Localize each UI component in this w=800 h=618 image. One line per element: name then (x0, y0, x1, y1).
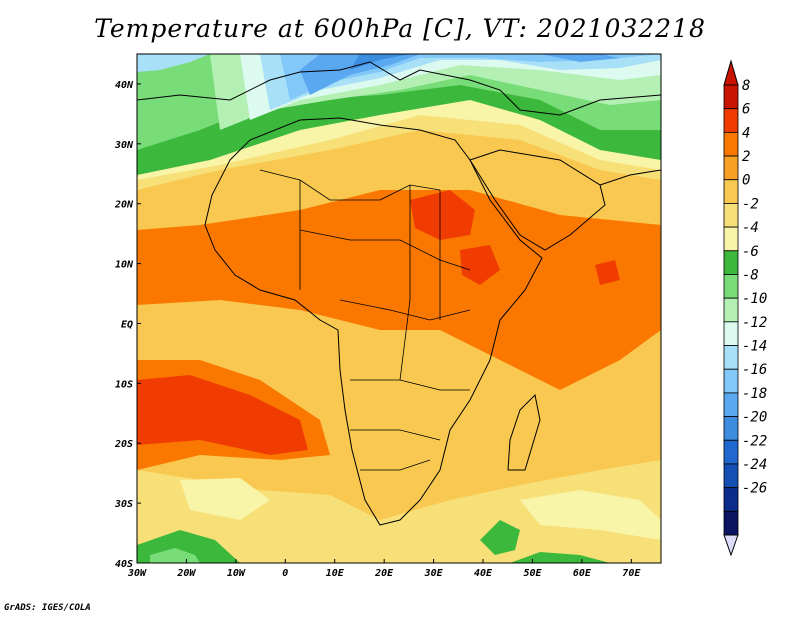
longitude-axis: 30W 20W 10W 0 10E 20E 30E 40E 50E 60E 70E (127, 559, 641, 579)
colorbar-swatch (723, 250, 739, 275)
lon-tick-label: 20E (374, 568, 394, 579)
lon-tick-label: 30E (424, 568, 444, 579)
colorbar-level-label: -10 (742, 291, 767, 307)
colorbar-level-label: -24 (742, 457, 767, 473)
lon-tick-label: 20W (176, 568, 196, 579)
colorbar-swatch (723, 463, 739, 489)
lon-tick-label: 60E (573, 568, 592, 579)
asia-coastline (599, 169, 661, 186)
colorbar-level-label: 2 (742, 149, 750, 165)
colorbar-level-label: -6 (742, 244, 759, 260)
colorbar-swatch (723, 345, 739, 370)
africa-coastline (204, 117, 543, 526)
colorbar-swatch (723, 131, 739, 157)
lat-tick-label: 30S (114, 499, 133, 510)
colorbar-level-label: -8 (742, 267, 759, 283)
colorbar-swatch (723, 84, 739, 110)
colorbar-swatch (723, 416, 739, 441)
lon-tick-label: 50E (523, 568, 542, 579)
lat-tick-label: 10S (115, 379, 133, 390)
colorbar-level-label: -16 (742, 362, 767, 378)
colorbar-level-label: 8 (742, 78, 750, 94)
colorbar-swatch (723, 392, 739, 417)
colorbar-level-label: -12 (742, 315, 767, 331)
lon-tick-label: 10E (326, 568, 345, 579)
colorbar-swatch (723, 321, 739, 346)
colorbar-level-label: -4 (742, 220, 759, 236)
colorbar-swatch (723, 487, 739, 512)
colorbar-level-label: -14 (742, 339, 767, 355)
colorbar-level-label: -2 (742, 196, 759, 212)
colorbar-swatch (723, 368, 739, 394)
colorbar-level-label: 0 (742, 173, 750, 189)
lon-tick-label: 0 (282, 568, 288, 579)
colorbar: 8 6 4 2 0 -2 -4 -6 -8 -10 -12 -14 -16 -18 -20 -22 -24 -26 (723, 59, 767, 557)
colorbar-swatch (723, 297, 739, 323)
map-title: Temperature at 600hPa [C], VT: 202103221… (94, 14, 706, 43)
colorbar-swatch (723, 179, 739, 204)
temperature-field (137, 54, 661, 563)
grads-credit: GrADS: IGES/COLA (4, 603, 91, 613)
colorbar-level-label: -20 (742, 410, 767, 426)
lat-tick-label: 20N (114, 200, 134, 211)
colorbar-swatch (723, 155, 739, 181)
colorbar-level-label: 4 (742, 125, 750, 141)
colorbar-swatch (723, 203, 739, 228)
colorbar-swatch (723, 439, 739, 465)
colorbar-level-label: 6 (742, 102, 750, 118)
lon-tick-label: 30W (127, 568, 147, 579)
colorbar-level-label: -26 (742, 481, 767, 497)
lon-tick-label: 10W (227, 568, 246, 579)
lon-tick-label: 40E (474, 568, 493, 579)
arabia-coastline (469, 149, 606, 251)
coastlines (137, 61, 661, 526)
colorbar-swatch (723, 274, 739, 299)
lat-tick-label: EQ (121, 319, 133, 330)
plot-frame (136, 53, 662, 564)
colorbar-bottom-arrow (723, 534, 739, 557)
latitude-axis: 40N 30N 20N 10N EQ 10S 20S 30S 40S (114, 80, 141, 570)
lat-tick-label: 10N (115, 260, 134, 271)
colorbar-swatch (723, 108, 739, 133)
europe-coastline (137, 61, 661, 116)
colorbar-swatch (723, 510, 739, 536)
madagascar-coastline (507, 393, 541, 471)
lon-tick-label: 70E (622, 568, 641, 579)
lat-tick-label: 40S (115, 559, 133, 570)
colorbar-level-label: -22 (742, 433, 767, 449)
lat-tick-label: 40N (115, 80, 134, 91)
colorbar-swatch (723, 226, 739, 252)
lat-tick-label: 20S (114, 439, 133, 450)
lat-tick-label: 30N (114, 140, 134, 151)
colorbar-top-arrow (723, 59, 739, 86)
colorbar-level-label: -18 (742, 386, 767, 402)
